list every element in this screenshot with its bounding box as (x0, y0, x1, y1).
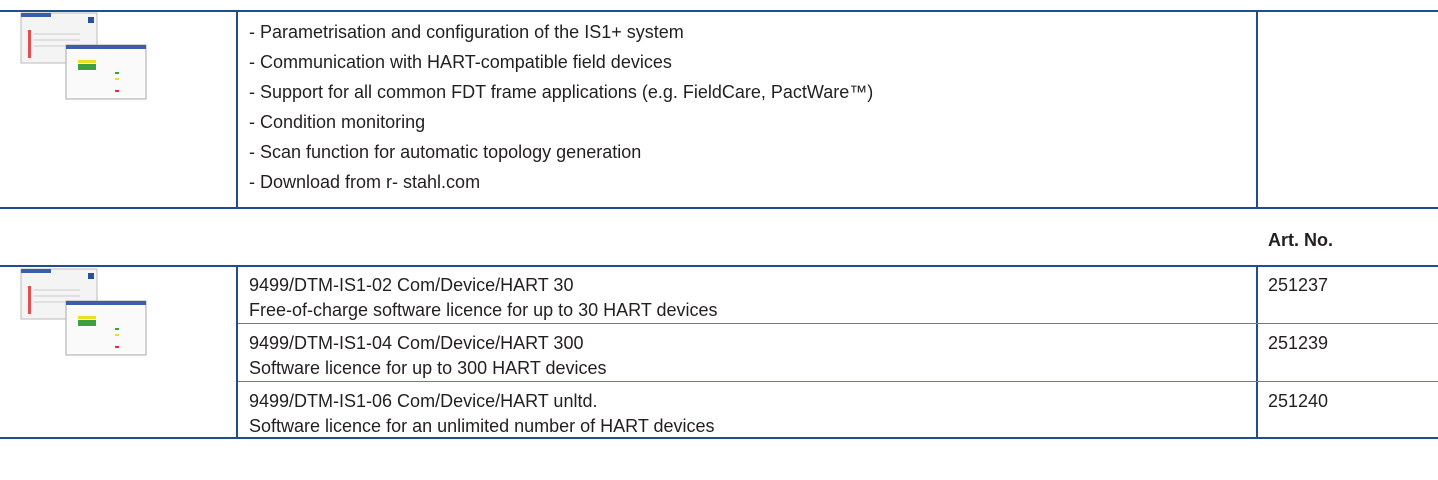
rule (236, 10, 238, 208)
rule (0, 207, 1438, 209)
product-description: Software licence for an unlimited number… (249, 416, 715, 436)
rule (236, 265, 238, 439)
rule (1256, 10, 1258, 208)
row-rule (238, 323, 1438, 324)
product-description: Software licence for up to 300 HART devi… (249, 358, 607, 378)
article-number: 251237 (1268, 275, 1329, 295)
rule (0, 10, 1438, 12)
feature-item: - Condition monitoring (249, 112, 426, 132)
feature-item: - Communication with HART-compatible fie… (249, 52, 672, 72)
rule (0, 437, 1438, 439)
product-name: 9499/DTM-IS1-04 Com/Device/HART 300 (249, 333, 584, 353)
row-rule (238, 381, 1438, 382)
feature-item: - Download from r- stahl.com (249, 172, 481, 192)
product-name: 9499/DTM-IS1-06 Com/Device/HART unltd. (249, 391, 598, 411)
feature-item: - Support for all common FDT frame appli… (249, 82, 874, 102)
feature-item: - Parametrisation and configuration of t… (249, 22, 684, 42)
product-name: 9499/DTM-IS1-02 Com/Device/HART 30 (249, 275, 574, 295)
rule (0, 265, 1438, 267)
screenshot-thumbnail (20, 12, 147, 100)
product-description: Free-of-charge software licence for up t… (249, 300, 718, 320)
screenshot-thumbnail (20, 268, 147, 356)
rule (1256, 265, 1258, 439)
article-number: 251240 (1268, 391, 1329, 411)
column-header: Art. No. (1268, 230, 1333, 250)
feature-item: - Scan function for automatic topology g… (249, 142, 642, 162)
article-number: 251239 (1268, 333, 1329, 353)
